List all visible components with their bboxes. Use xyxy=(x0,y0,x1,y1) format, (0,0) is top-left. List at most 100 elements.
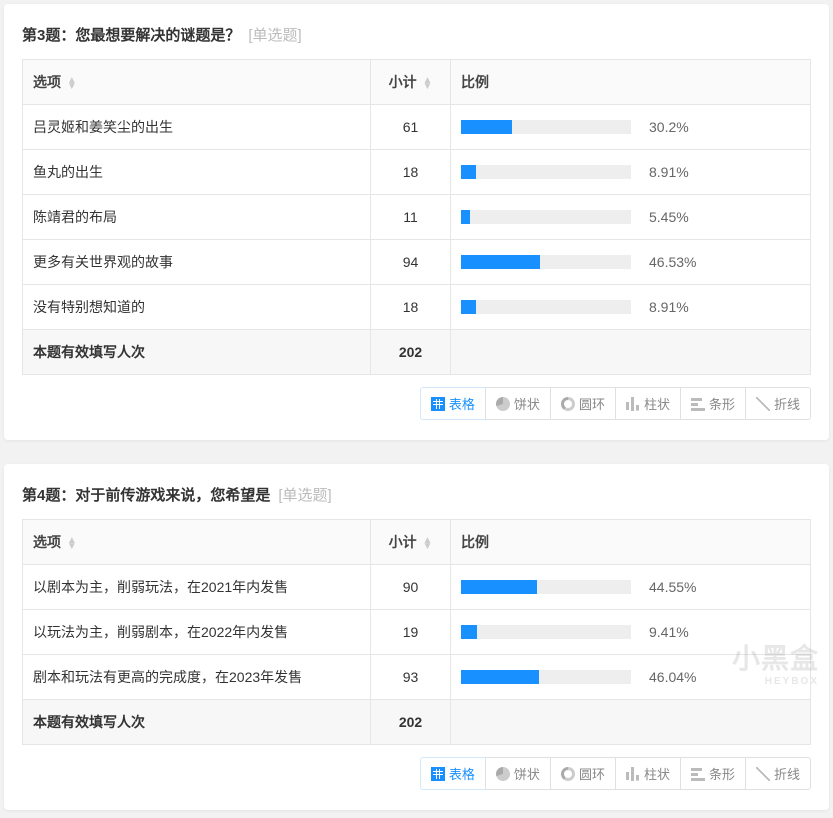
table-row: 以玩法为主，削弱剧本，在2022年内发售199.41% xyxy=(23,610,811,655)
total-count: 202 xyxy=(371,330,451,375)
option-cell: 陈靖君的布局 xyxy=(23,195,371,240)
col-header-count[interactable]: 小计 ▲▼ xyxy=(371,60,451,105)
count-cell: 61 xyxy=(371,105,451,150)
results-table: 选项 ▲▼小计 ▲▼比例吕灵姬和姜笑尘的出生6130.2%鱼丸的出生188.91… xyxy=(22,59,811,375)
count-cell: 18 xyxy=(371,285,451,330)
bar-pct-label: 46.53% xyxy=(649,254,696,270)
bar-track xyxy=(461,255,631,269)
hbar-icon xyxy=(691,767,705,781)
option-cell: 剧本和玩法有更高的完成度，在2023年发售 xyxy=(23,655,371,700)
toolbar-btn-label: 饼状 xyxy=(514,394,540,413)
toolbar-btn-label: 表格 xyxy=(449,764,475,783)
option-cell: 吕灵姬和姜笑尘的出生 xyxy=(23,105,371,150)
bar-pct-label: 5.45% xyxy=(649,209,689,225)
bar-fill xyxy=(461,120,512,134)
ratio-cell: 46.53% xyxy=(451,240,811,285)
ratio-cell: 46.04% xyxy=(451,655,811,700)
bar-track xyxy=(461,210,631,224)
toolbar-btn-hbar[interactable]: 条形 xyxy=(680,387,746,420)
ratio-cell: 44.55% xyxy=(451,565,811,610)
donut-icon xyxy=(561,767,575,781)
toolbar-btn-label: 柱状 xyxy=(644,764,670,783)
bar-fill xyxy=(461,255,540,269)
option-cell: 没有特别想知道的 xyxy=(23,285,371,330)
col-header-option[interactable]: 选项 ▲▼ xyxy=(23,520,371,565)
ratio-cell: 9.41% xyxy=(451,610,811,655)
total-row: 本题有效填写人次202 xyxy=(23,330,811,375)
donut-icon xyxy=(561,397,575,411)
sort-icon[interactable]: ▲▼ xyxy=(422,538,432,550)
toolbar-btn-pie[interactable]: 饼状 xyxy=(485,387,551,420)
col-header-ratio: 比例 xyxy=(451,520,811,565)
option-cell: 以玩法为主，削弱剧本，在2022年内发售 xyxy=(23,610,371,655)
line-icon xyxy=(756,397,770,411)
toolbar-btn-label: 条形 xyxy=(709,394,735,413)
sort-icon[interactable]: ▲▼ xyxy=(67,78,77,90)
bar-track xyxy=(461,300,631,314)
count-cell: 90 xyxy=(371,565,451,610)
table-icon xyxy=(431,767,445,781)
toolbar-btn-label: 条形 xyxy=(709,764,735,783)
table-row: 吕灵姬和姜笑尘的出生6130.2% xyxy=(23,105,811,150)
bar-icon xyxy=(626,397,640,411)
total-row: 本题有效填写人次202 xyxy=(23,700,811,745)
total-count: 202 xyxy=(371,700,451,745)
question-card: 第3题：您最想要解决的谜题是？[单选题]选项 ▲▼小计 ▲▼比例吕灵姬和姜笑尘的… xyxy=(4,4,829,440)
ratio-cell: 8.91% xyxy=(451,285,811,330)
bar-fill xyxy=(461,670,539,684)
toolbar-btn-table[interactable]: 表格 xyxy=(420,387,486,420)
toolbar-btn-donut[interactable]: 圆环 xyxy=(550,757,616,790)
sort-icon[interactable]: ▲▼ xyxy=(422,78,432,90)
count-cell: 18 xyxy=(371,150,451,195)
toolbar-btn-line[interactable]: 折线 xyxy=(745,387,811,420)
bar-track xyxy=(461,120,631,134)
toolbar-btn-hbar[interactable]: 条形 xyxy=(680,757,746,790)
toolbar-btn-pie[interactable]: 饼状 xyxy=(485,757,551,790)
option-cell: 鱼丸的出生 xyxy=(23,150,371,195)
col-header-count[interactable]: 小计 ▲▼ xyxy=(371,520,451,565)
toolbar-btn-bar[interactable]: 柱状 xyxy=(615,387,681,420)
bar-fill xyxy=(461,580,537,594)
question-type: [单选题] xyxy=(278,487,331,504)
toolbar-btn-bar[interactable]: 柱状 xyxy=(615,757,681,790)
table-row: 剧本和玩法有更高的完成度，在2023年发售9346.04% xyxy=(23,655,811,700)
total-empty xyxy=(451,700,811,745)
col-header-ratio: 比例 xyxy=(451,60,811,105)
bar-track xyxy=(461,165,631,179)
count-cell: 11 xyxy=(371,195,451,240)
question-text: 对于前传游戏来说，您希望是 xyxy=(75,487,270,504)
results-table: 选项 ▲▼小计 ▲▼比例以剧本为主，削弱玩法，在2021年内发售9044.55%… xyxy=(22,519,811,745)
bar-icon xyxy=(626,767,640,781)
sort-icon[interactable]: ▲▼ xyxy=(67,538,77,550)
count-cell: 94 xyxy=(371,240,451,285)
col-header-option[interactable]: 选项 ▲▼ xyxy=(23,60,371,105)
total-label: 本题有效填写人次 xyxy=(23,700,371,745)
table-row: 更多有关世界观的故事9446.53% xyxy=(23,240,811,285)
question-prefix: 第3题： xyxy=(22,27,75,44)
total-empty xyxy=(451,330,811,375)
toolbar-btn-label: 圆环 xyxy=(579,394,605,413)
bar-pct-label: 44.55% xyxy=(649,579,696,595)
question-text: 您最想要解决的谜题是？ xyxy=(75,27,240,44)
bar-fill xyxy=(461,625,477,639)
question-card: 第4题：对于前传游戏来说，您希望是[单选题]选项 ▲▼小计 ▲▼比例以剧本为主，… xyxy=(4,464,829,810)
total-label: 本题有效填写人次 xyxy=(23,330,371,375)
ratio-cell: 5.45% xyxy=(451,195,811,240)
toolbar-btn-label: 折线 xyxy=(774,394,800,413)
table-row: 陈靖君的布局11 5.45% xyxy=(23,195,811,240)
bar-pct-label: 8.91% xyxy=(649,164,689,180)
bar-track xyxy=(461,670,631,684)
count-cell: 19 xyxy=(371,610,451,655)
toolbar-btn-table[interactable]: 表格 xyxy=(420,757,486,790)
toolbar-btn-donut[interactable]: 圆环 xyxy=(550,387,616,420)
question-prefix: 第4题： xyxy=(22,487,75,504)
bar-fill xyxy=(461,165,476,179)
question-title: 第3题：您最想要解决的谜题是？[单选题] xyxy=(22,24,811,45)
toolbar-btn-label: 折线 xyxy=(774,764,800,783)
line-icon xyxy=(756,767,770,781)
toolbar-btn-label: 表格 xyxy=(449,394,475,413)
bar-pct-label: 8.91% xyxy=(649,299,689,315)
toolbar-btn-label: 饼状 xyxy=(514,764,540,783)
toolbar-btn-line[interactable]: 折线 xyxy=(745,757,811,790)
pie-icon xyxy=(496,767,510,781)
